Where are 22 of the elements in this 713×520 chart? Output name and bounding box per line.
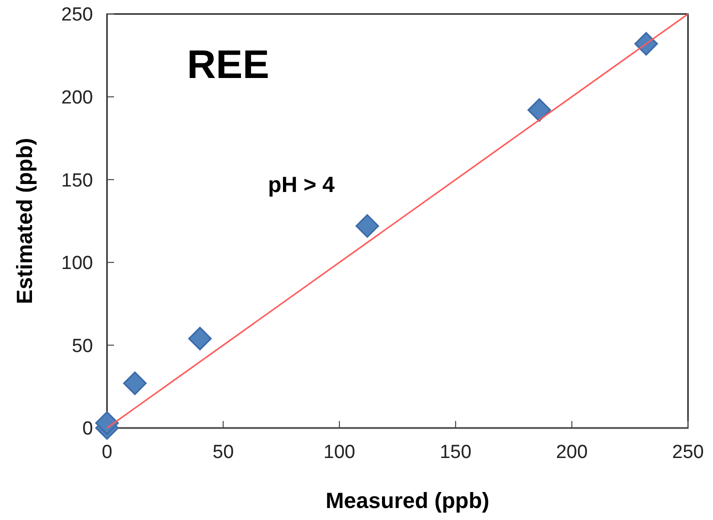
x-tick-label: 50 [212,442,234,463]
y-tick-label: 50 [72,336,93,357]
x-tick-label: 100 [324,442,356,463]
y-tick-label: 0 [82,418,93,440]
y-tick-label: 150 [61,170,93,192]
y-axis-title: Estimated (ppb) [12,138,37,304]
x-tick-label: 250 [672,442,704,463]
point [356,214,380,238]
y-tick-label: 100 [61,253,93,274]
y-tick-label: 200 [61,87,93,108]
point [123,372,147,396]
point [634,32,658,56]
x-tick-label: 0 [102,442,112,463]
annotation: pH > 4 [268,172,336,197]
x-axis-title: Measured (ppb) [326,488,490,513]
point [528,98,552,122]
annotation: REE [187,43,270,87]
x-tick-label: 200 [556,442,588,463]
y-tick-label: 250 [61,4,93,26]
point [188,326,212,350]
point [95,411,119,435]
x-tick-label: 150 [440,442,472,463]
